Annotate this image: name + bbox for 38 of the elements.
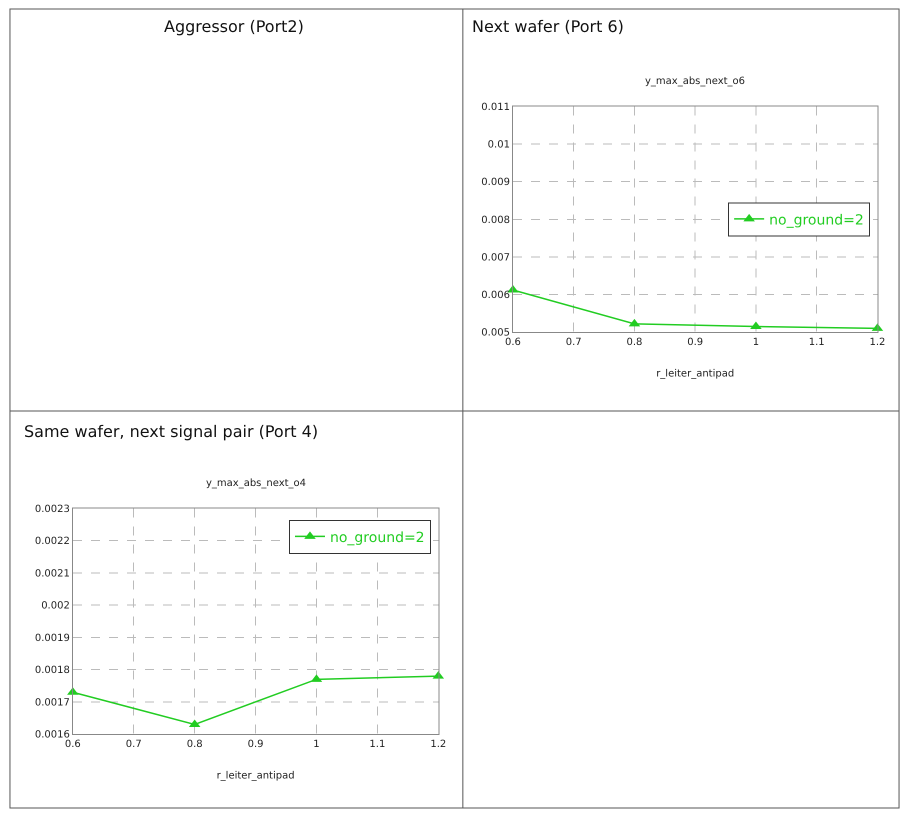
x-tick-label: 0.6: [64, 739, 81, 750]
y-tick-label: 0.006: [481, 290, 510, 302]
y-tick-label: 0.0016: [34, 730, 70, 741]
chart-subtitle: y_max_abs_next_o4: [206, 478, 306, 489]
y-tick-label: 0.011: [481, 102, 510, 113]
y-tick-label: 0.0022: [34, 536, 70, 548]
y-tick-label: 0.0019: [34, 632, 70, 644]
x-tick-label: 1.1: [369, 739, 386, 750]
x-tick-label: 0.6: [505, 337, 521, 348]
y-tick-label: 0.0017: [34, 697, 70, 708]
chart-title: Same wafer, next signal pair (Port 4): [24, 422, 318, 441]
y-tick-label: 0.0018: [34, 665, 70, 676]
x-axis-title: r_leiter_antipad: [216, 770, 295, 782]
y-tick-label: 0.007: [481, 252, 510, 264]
y-tick-label: 0.0023: [34, 504, 70, 515]
x-tick-label: 0.7: [566, 337, 582, 348]
x-tick-label: 1: [313, 739, 320, 750]
x-tick-label: 0.8: [626, 337, 642, 348]
x-tick-label: 1.2: [869, 337, 886, 348]
x-tick-label: 1: [752, 337, 760, 348]
x-tick-label: 0.7: [126, 739, 142, 750]
y-tick-label: 0.008: [481, 214, 510, 226]
y-tick-label: 0.009: [481, 177, 510, 188]
x-tick-label: 0.8: [186, 739, 203, 750]
chart-subtitle: y_max_abs_next_o6: [645, 76, 746, 87]
x-tick-label: 0.9: [687, 337, 704, 348]
y-tick-label: 0.002: [41, 600, 70, 612]
y-tick-label: 0.005: [481, 328, 510, 339]
text: Aggressor (Port2): [164, 17, 304, 36]
x-axis-title: r_leiter_antipad: [656, 368, 734, 380]
legend-label: no_ground=2: [330, 530, 425, 546]
y-tick-label: 0.0021: [34, 568, 70, 580]
x-tick-label: 1.1: [808, 337, 825, 348]
y-tick-label: 0.01: [488, 140, 510, 151]
chart-title: Next wafer (Port 6): [472, 17, 624, 36]
x-tick-label: 1.2: [430, 739, 446, 750]
legend-label: no_ground=2: [769, 212, 864, 228]
x-tick-label: 0.9: [248, 739, 264, 750]
